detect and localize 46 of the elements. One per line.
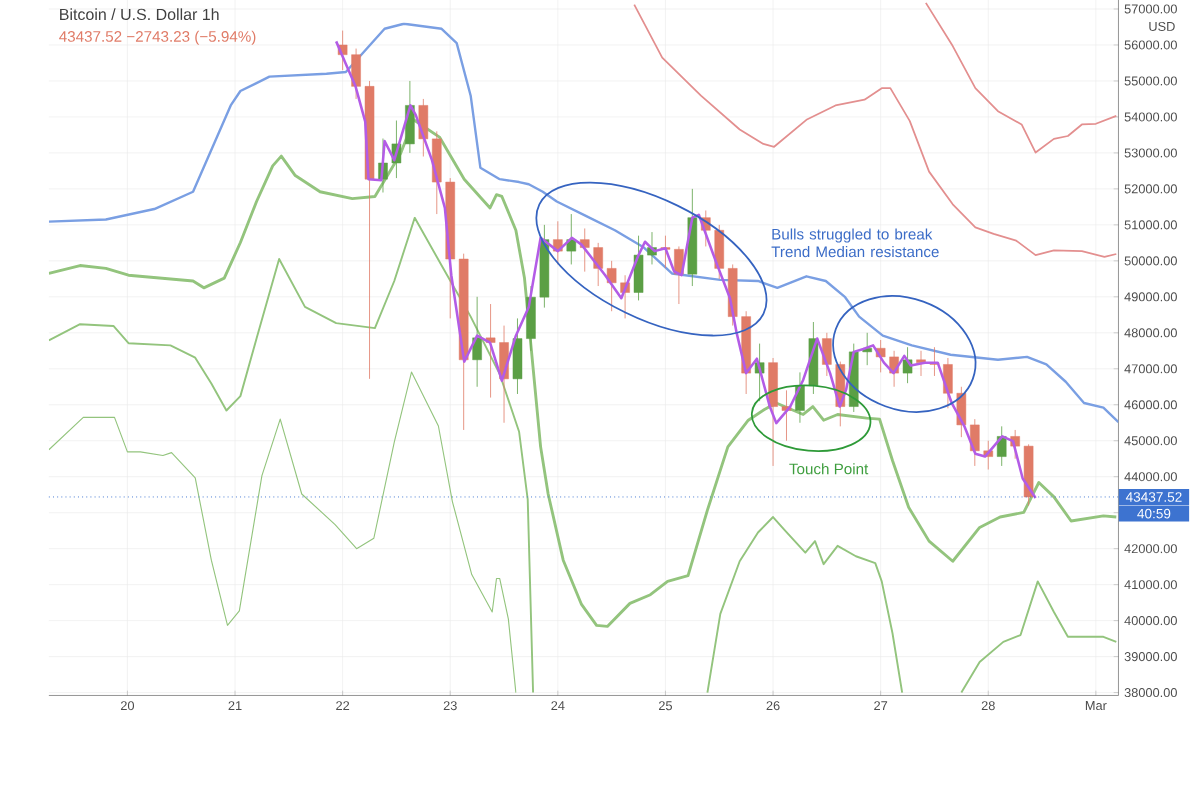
y-axis-title: USD xyxy=(1149,21,1175,31)
y-tick-label: 47000.00 xyxy=(1124,364,1177,374)
y-tick-label: 56000.00 xyxy=(1124,40,1177,50)
line-series xyxy=(48,371,517,693)
annotation: Touch Point xyxy=(789,462,869,475)
y-tick-label: 52000.00 xyxy=(1124,184,1177,194)
y-tick-label: 39000.00 xyxy=(1124,651,1177,661)
x-tick-label: 28 xyxy=(981,700,995,710)
x-tick-label: 20 xyxy=(120,700,135,710)
y-tick-label: 50000.00 xyxy=(1124,256,1177,266)
x-tick-label: Mar xyxy=(1085,700,1107,710)
y-tick-label: 46000.00 xyxy=(1124,400,1177,410)
x-tick-label: 25 xyxy=(658,700,673,710)
y-tick-label: 38000.00 xyxy=(1124,687,1177,697)
candlestick xyxy=(485,303,496,398)
x-tick-label: 27 xyxy=(874,700,888,710)
x-tick-label: 24 xyxy=(551,700,565,710)
ref-line-label: 43437.52 xyxy=(1125,491,1182,502)
y-tick-label: 48000.00 xyxy=(1124,328,1177,338)
y-tick-label: 40000.00 xyxy=(1124,615,1177,625)
annotation: 43437.52 −2743.23 (−5.94%) xyxy=(59,30,256,45)
y-tick-label: 41000.00 xyxy=(1124,579,1177,589)
y-tick-label: 44000.00 xyxy=(1124,471,1177,482)
line-series xyxy=(334,39,1037,499)
candlestick xyxy=(472,296,482,387)
text: 40:59 xyxy=(1137,508,1171,519)
candlestick xyxy=(916,350,926,377)
annotation: Bulls struggled to break Trend Median resistance xyxy=(771,228,939,257)
y-tick-label: 53000.00 xyxy=(1124,148,1177,158)
chart-title: Bitcoin / U.S. Dollar 1h xyxy=(60,8,219,20)
line-series xyxy=(633,3,1118,258)
x-tick-label: 26 xyxy=(766,700,780,710)
y-tick-label: 49000.00 xyxy=(1124,292,1177,302)
y-tick-label: 55000.00 xyxy=(1124,76,1177,86)
line-series xyxy=(924,1,1118,154)
candlestick xyxy=(606,260,617,312)
x-tick-label: 22 xyxy=(336,700,350,710)
line-series xyxy=(48,118,1118,628)
line-series xyxy=(48,22,1119,423)
x-tick-label: 23 xyxy=(443,700,457,710)
x-tick-label: 21 xyxy=(228,700,242,710)
y-tick-label: 57000.00 xyxy=(1124,4,1177,14)
y-tick-label: 42000.00 xyxy=(1124,543,1177,553)
y-tick-label: 45000.00 xyxy=(1124,435,1177,446)
y-tick-label: 54000.00 xyxy=(1124,112,1177,122)
y-tick-label: 51000.00 xyxy=(1124,220,1177,230)
